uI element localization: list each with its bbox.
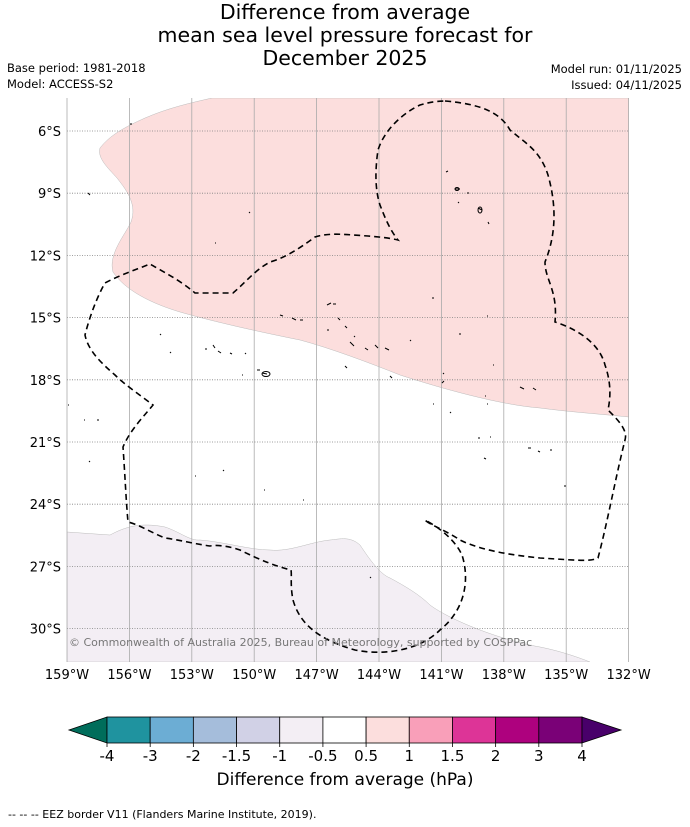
graticule <box>66 98 629 662</box>
meta-left: Base period: 1981-2018 Model: ACCESS-S2 <box>7 60 146 92</box>
longitude-label: 153°W <box>170 668 214 683</box>
eez-border <box>84 100 627 653</box>
colorbar-tick-label: 2 <box>491 747 501 765</box>
model-name: Model: ACCESS-S2 <box>7 77 114 91</box>
colorbar-segment <box>322 716 367 744</box>
longitude-label: 156°W <box>107 668 151 683</box>
colorbar-tick-label: -4 <box>100 747 115 765</box>
colorbar-segment <box>538 716 583 744</box>
title-line-2: mean sea level pressure forecast for <box>157 23 533 47</box>
colorbar-segment <box>149 716 194 744</box>
longitude-label: 135°W <box>544 668 588 683</box>
latitude-label: 12°S <box>30 249 61 264</box>
longitude-label: 150°W <box>232 668 276 683</box>
colorbar-extend-high <box>581 716 623 744</box>
longitude-label: 141°W <box>419 668 463 683</box>
colorbar-tick-label: -0.5 <box>308 747 337 765</box>
latitude-label: 24°S <box>30 498 61 513</box>
anomaly-layer <box>67 98 629 662</box>
colorbar-segment <box>279 716 324 744</box>
colorbar <box>67 716 623 744</box>
colorbar-tick-label: -3 <box>143 747 158 765</box>
longitude-labels: 159°W 156°W 153°W 150°W 147°W 144°W 141°W 138°W… <box>45 668 651 683</box>
colorbar-segment <box>365 716 410 744</box>
latitude-label: 18°S <box>30 374 61 389</box>
colorbar-tick-label: 3 <box>534 747 544 765</box>
title-line-1: Difference from average <box>219 0 471 24</box>
colorbar-tick-label: -2 <box>186 747 201 765</box>
latitude-labels: 6°S 9°S 12°S 15°S 18°S 21°S 24°S 27°S 30°S <box>30 125 61 638</box>
colorbar-segment <box>408 716 453 744</box>
title-line-3: December 2025 <box>262 46 428 70</box>
colorbar-segment <box>192 716 237 744</box>
issued-date: Issued: 04/11/2025 <box>571 78 682 92</box>
latitude-label: 21°S <box>30 436 61 451</box>
colorbar-segment <box>236 716 281 744</box>
colorbar-tick-labels: -4 -3 -2 -1.5 -1 -0.5 0.5 1 1.5 2 3 4 <box>100 743 587 765</box>
copyright-notice: © Commonwealth of Australia 2025, Bureau… <box>69 636 532 649</box>
colorbar-tick-label: 0.5 <box>354 747 378 765</box>
colorbar-tick-label: 1 <box>404 747 414 765</box>
colorbar-tick-label: -1 <box>272 747 287 765</box>
colorbar-segment <box>452 716 497 744</box>
map-title: Difference from average mean sea level p… <box>0 1 690 70</box>
colorbar-segment <box>106 716 151 744</box>
longitude-label: 144°W <box>357 668 401 683</box>
colorbar-tick-label: 1.5 <box>441 747 465 765</box>
colorbar-title: Difference from average (hPa) <box>216 770 474 790</box>
colorbar-segment <box>495 716 540 744</box>
model-run: Model run: 01/11/2025 <box>550 62 682 76</box>
longitude-label: 159°W <box>45 668 89 683</box>
island-markers <box>68 123 566 579</box>
eez-legend: -- -- -- EEZ border V11 (Flanders Marine… <box>8 808 317 821</box>
base-period: Base period: 1981-2018 <box>7 61 146 75</box>
longitude-label: 147°W <box>295 668 339 683</box>
latitude-label: 9°S <box>38 187 61 202</box>
latitude-label: 30°S <box>30 623 61 638</box>
longitude-label: 138°W <box>482 668 526 683</box>
colorbar-tick-label: -1.5 <box>222 747 251 765</box>
latitude-label: 15°S <box>30 312 61 327</box>
longitude-label: 132°W <box>607 668 651 683</box>
positive-anomaly-region <box>99 98 629 418</box>
colorbar-extend-low <box>67 716 108 744</box>
colorbar-tick-label: 4 <box>577 747 587 765</box>
latitude-label: 27°S <box>30 560 61 575</box>
latitude-label: 6°S <box>38 125 61 140</box>
meta-right: Model run: 01/11/2025 Issued: 04/11/2025 <box>551 61 682 93</box>
